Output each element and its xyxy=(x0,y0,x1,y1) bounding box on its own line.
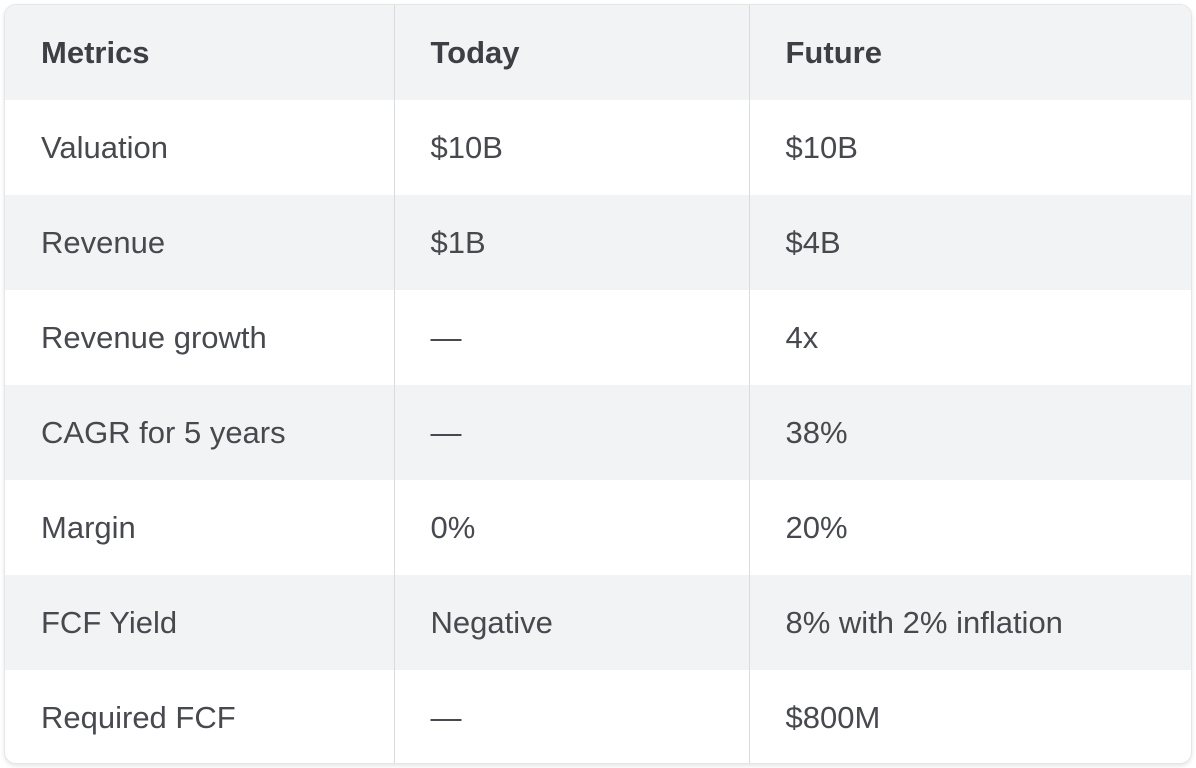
future-cell: $800M xyxy=(748,670,1191,763)
column-header-metrics: Metrics xyxy=(5,5,394,100)
future-cell: 4x xyxy=(748,290,1191,385)
today-cell: — xyxy=(393,670,749,763)
table-row: Required FCF — $800M xyxy=(5,670,1191,763)
table-row: Valuation $10B $10B xyxy=(5,100,1191,195)
future-cell: $4B xyxy=(748,195,1191,290)
future-cell: $10B xyxy=(748,100,1191,195)
metrics-table-card: Metrics Today Future Valuation $10B $10B Re… xyxy=(4,4,1192,764)
today-cell: 0% xyxy=(393,480,749,575)
future-cell: 20% xyxy=(748,480,1191,575)
table-row: CAGR for 5 years —38% xyxy=(5,385,1191,480)
metric-cell: Valuation xyxy=(5,100,394,195)
metrics-table: Metrics Today Future Valuation $10B $10B Re… xyxy=(5,5,1191,763)
metric-cell: Revenue xyxy=(5,195,394,290)
metric-cell: FCF Yield xyxy=(5,575,394,670)
table-row: Margin 0% 20% xyxy=(5,480,1191,575)
table-body: Valuation $10B $10B Revenue $1B $4B Revenue gr… xyxy=(5,100,1191,763)
today-cell: Negative xyxy=(393,575,749,670)
metric-cell: CAGR for 5 years xyxy=(5,385,394,480)
today-cell: — xyxy=(393,290,749,385)
future-cell: 38% xyxy=(748,385,1191,480)
future-cell: 8% with 2% inflation xyxy=(748,575,1191,670)
column-header-future: Future xyxy=(748,5,1191,100)
table-row: Revenue growth —4x xyxy=(5,290,1191,385)
header-row: Metrics Today Future xyxy=(5,5,1191,100)
column-header-today: Today xyxy=(393,5,749,100)
metric-cell: Required FCF xyxy=(5,670,394,763)
table-row: FCF Yield Negative 8% with 2% inflation xyxy=(5,575,1191,670)
table-row: Revenue $1B $4B xyxy=(5,195,1191,290)
metric-cell: Revenue growth xyxy=(5,290,394,385)
today-cell: — xyxy=(393,385,749,480)
today-cell: $1B xyxy=(393,195,749,290)
today-cell: $10B xyxy=(393,100,749,195)
metric-cell: Margin xyxy=(5,480,394,575)
